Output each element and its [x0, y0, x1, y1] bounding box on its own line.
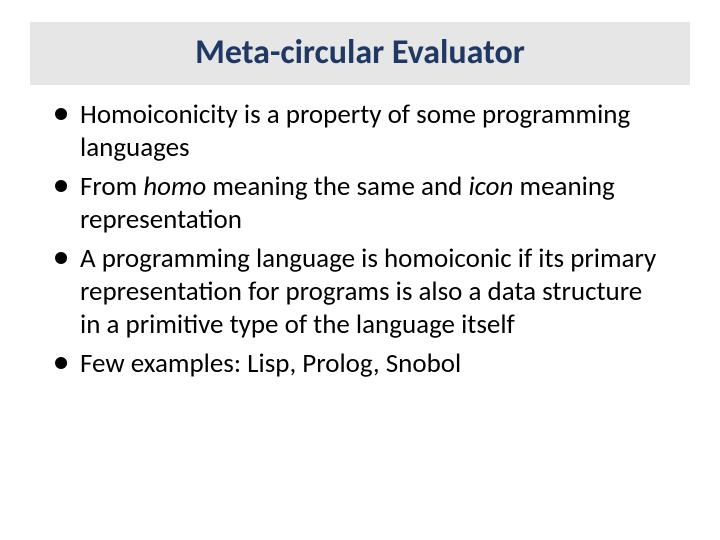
text-run: homo: [143, 170, 206, 203]
bullet-item: From homo meaning the same and icon mean…: [52, 171, 668, 237]
slide-body: Homoiconicity is a property of some prog…: [52, 99, 668, 381]
text-run: From: [80, 170, 143, 203]
bullet-item: A programming language is homoiconic if …: [52, 243, 668, 342]
bullet-item: Homoiconicity is a property of some prog…: [52, 99, 668, 165]
title-bar: Meta-circular Evaluator: [30, 22, 690, 85]
text-run: A programming language is homoiconic if …: [80, 242, 656, 341]
text-run: icon: [468, 170, 513, 203]
text-run: Homoiconicity: [80, 98, 238, 131]
bullet-item: Few examples: Lisp, Prolog, Snobol: [52, 348, 668, 381]
text-run: meaning the same and: [206, 170, 468, 203]
bullet-list: Homoiconicity is a property of some prog…: [52, 99, 668, 381]
slide: Meta-circular Evaluator Homoiconicity is…: [0, 22, 720, 540]
slide-title: Meta-circular Evaluator: [42, 32, 678, 73]
text-run: Few examples: Lisp, Prolog, Snobol: [80, 347, 461, 380]
